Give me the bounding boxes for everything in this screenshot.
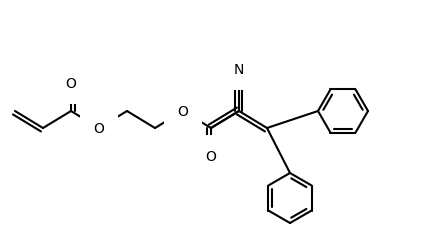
Text: O: O [94,122,104,135]
Text: O: O [178,105,188,119]
Text: O: O [66,77,76,91]
Text: N: N [234,63,244,77]
Text: O: O [206,149,216,163]
